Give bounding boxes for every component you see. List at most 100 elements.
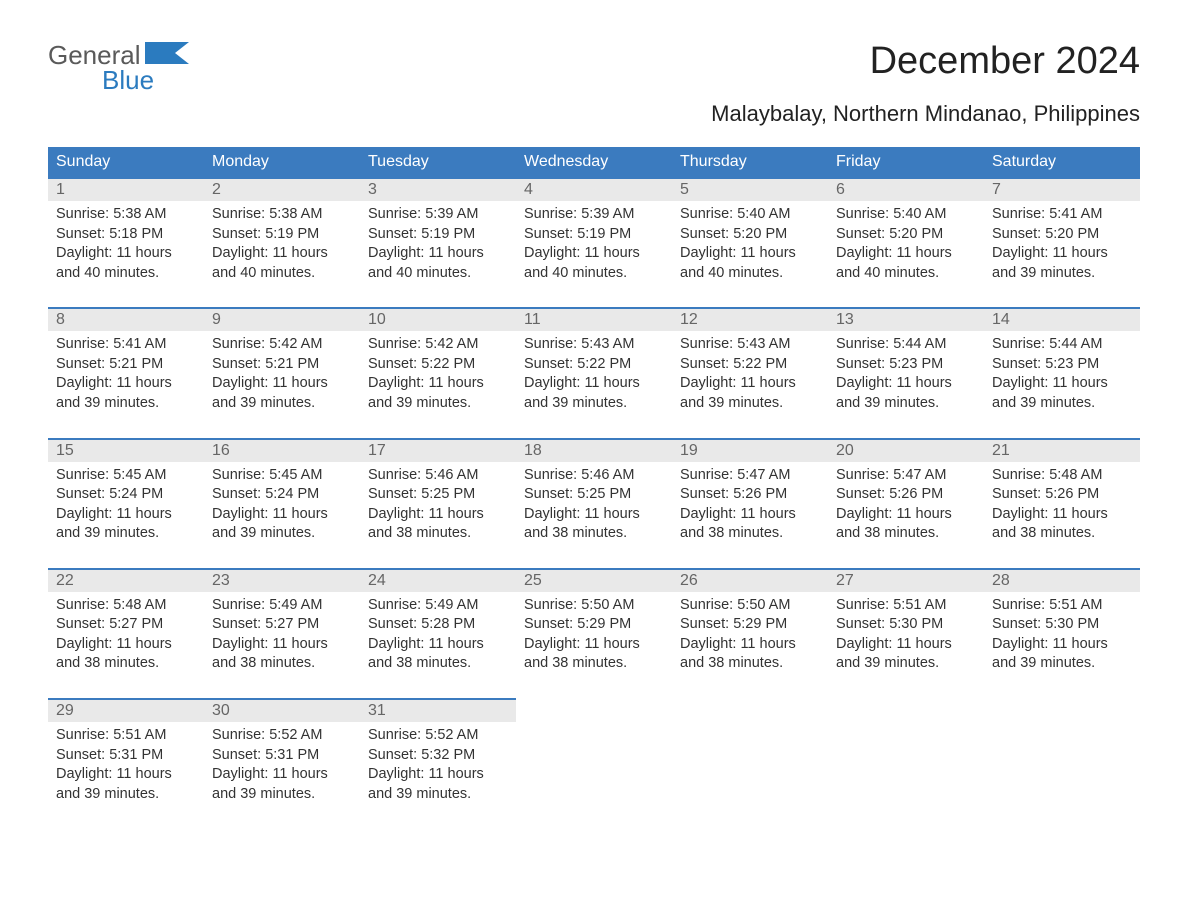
daylight-line1: Daylight: 11 hours <box>836 374 976 394</box>
daylight-line1: Daylight: 11 hours <box>992 244 1132 264</box>
calendar-day: 14Sunrise: 5:44 AMSunset: 5:23 PMDayligh… <box>984 307 1140 437</box>
day-number: 16 <box>212 442 230 459</box>
calendar-day: 3Sunrise: 5:39 AMSunset: 5:19 PMDaylight… <box>360 177 516 307</box>
day-number: 8 <box>56 311 65 328</box>
calendar-week: 1Sunrise: 5:38 AMSunset: 5:18 PMDaylight… <box>48 177 1140 307</box>
day-number: 25 <box>524 572 542 589</box>
daylight-line1: Daylight: 11 hours <box>680 244 820 264</box>
day-number: 14 <box>992 311 1010 328</box>
sunrise-text: Sunrise: 5:51 AM <box>56 726 196 746</box>
sunset-text: Sunset: 5:26 PM <box>680 485 820 505</box>
daylight-line1: Daylight: 11 hours <box>212 635 352 655</box>
daylight-line1: Daylight: 11 hours <box>992 374 1132 394</box>
daylight-line1: Daylight: 11 hours <box>368 244 508 264</box>
daylight-line2: and 39 minutes. <box>56 394 196 414</box>
daylight-line2: and 38 minutes. <box>56 654 196 674</box>
column-header: Monday <box>204 147 360 177</box>
sunset-text: Sunset: 5:27 PM <box>212 615 352 635</box>
sunrise-text: Sunrise: 5:48 AM <box>992 466 1132 486</box>
calendar-day: 28Sunrise: 5:51 AMSunset: 5:30 PMDayligh… <box>984 568 1140 698</box>
daylight-line2: and 39 minutes. <box>992 264 1132 284</box>
sunset-text: Sunset: 5:26 PM <box>992 485 1132 505</box>
day-number: 18 <box>524 442 542 459</box>
sunrise-text: Sunrise: 5:48 AM <box>56 596 196 616</box>
day-number: 22 <box>56 572 74 589</box>
calendar-day: 7Sunrise: 5:41 AMSunset: 5:20 PMDaylight… <box>984 177 1140 307</box>
month-title: December 2024 <box>711 40 1140 83</box>
daylight-line2: and 40 minutes. <box>368 264 508 284</box>
calendar-day: 17Sunrise: 5:46 AMSunset: 5:25 PMDayligh… <box>360 438 516 568</box>
daylight-line1: Daylight: 11 hours <box>836 244 976 264</box>
sunrise-text: Sunrise: 5:45 AM <box>56 466 196 486</box>
sunset-text: Sunset: 5:24 PM <box>56 485 196 505</box>
calendar-day: 9Sunrise: 5:42 AMSunset: 5:21 PMDaylight… <box>204 307 360 437</box>
daylight-line1: Daylight: 11 hours <box>368 374 508 394</box>
calendar-day: 24Sunrise: 5:49 AMSunset: 5:28 PMDayligh… <box>360 568 516 698</box>
sunset-text: Sunset: 5:28 PM <box>368 615 508 635</box>
sunset-text: Sunset: 5:30 PM <box>836 615 976 635</box>
daylight-line1: Daylight: 11 hours <box>212 505 352 525</box>
daylight-line1: Daylight: 11 hours <box>992 505 1132 525</box>
location: Malaybalay, Northern Mindanao, Philippin… <box>711 101 1140 127</box>
calendar-day: 20Sunrise: 5:47 AMSunset: 5:26 PMDayligh… <box>828 438 984 568</box>
sunset-text: Sunset: 5:19 PM <box>368 225 508 245</box>
day-number: 17 <box>368 442 386 459</box>
calendar-day: 13Sunrise: 5:44 AMSunset: 5:23 PMDayligh… <box>828 307 984 437</box>
daylight-line1: Daylight: 11 hours <box>212 244 352 264</box>
calendar-day: 6Sunrise: 5:40 AMSunset: 5:20 PMDaylight… <box>828 177 984 307</box>
daylight-line2: and 38 minutes. <box>524 524 664 544</box>
calendar-week: 29Sunrise: 5:51 AMSunset: 5:31 PMDayligh… <box>48 698 1140 828</box>
sunrise-text: Sunrise: 5:49 AM <box>212 596 352 616</box>
sunset-text: Sunset: 5:30 PM <box>992 615 1132 635</box>
day-number: 20 <box>836 442 854 459</box>
daylight-line1: Daylight: 11 hours <box>212 765 352 785</box>
page-header: General Blue December 2024 Malaybalay, N… <box>48 40 1140 139</box>
sunrise-text: Sunrise: 5:39 AM <box>524 205 664 225</box>
sunrise-text: Sunrise: 5:45 AM <box>212 466 352 486</box>
sunrise-text: Sunrise: 5:41 AM <box>992 205 1132 225</box>
calendar-day <box>516 698 672 828</box>
column-header: Saturday <box>984 147 1140 177</box>
calendar-day: 1Sunrise: 5:38 AMSunset: 5:18 PMDaylight… <box>48 177 204 307</box>
sunrise-text: Sunrise: 5:47 AM <box>836 466 976 486</box>
sunrise-text: Sunrise: 5:46 AM <box>524 466 664 486</box>
daylight-line2: and 40 minutes. <box>680 264 820 284</box>
daylight-line2: and 39 minutes. <box>368 785 508 805</box>
sunset-text: Sunset: 5:24 PM <box>212 485 352 505</box>
daylight-line2: and 39 minutes. <box>56 524 196 544</box>
sunrise-text: Sunrise: 5:43 AM <box>524 335 664 355</box>
sunrise-text: Sunrise: 5:39 AM <box>368 205 508 225</box>
daylight-line1: Daylight: 11 hours <box>836 505 976 525</box>
daylight-line2: and 38 minutes. <box>524 654 664 674</box>
daylight-line2: and 38 minutes. <box>680 654 820 674</box>
day-number: 12 <box>680 311 698 328</box>
daylight-line2: and 38 minutes. <box>992 524 1132 544</box>
sunset-text: Sunset: 5:31 PM <box>212 746 352 766</box>
column-header: Wednesday <box>516 147 672 177</box>
daylight-line2: and 39 minutes. <box>836 394 976 414</box>
daylight-line1: Daylight: 11 hours <box>680 635 820 655</box>
sunset-text: Sunset: 5:21 PM <box>212 355 352 375</box>
daylight-line2: and 39 minutes. <box>212 394 352 414</box>
daylight-line1: Daylight: 11 hours <box>368 765 508 785</box>
sunrise-text: Sunrise: 5:51 AM <box>836 596 976 616</box>
daylight-line2: and 39 minutes. <box>992 654 1132 674</box>
day-number: 11 <box>524 311 541 328</box>
sunrise-text: Sunrise: 5:42 AM <box>368 335 508 355</box>
calendar-day: 5Sunrise: 5:40 AMSunset: 5:20 PMDaylight… <box>672 177 828 307</box>
calendar-week: 8Sunrise: 5:41 AMSunset: 5:21 PMDaylight… <box>48 307 1140 437</box>
daylight-line2: and 38 minutes. <box>680 524 820 544</box>
sunrise-text: Sunrise: 5:50 AM <box>524 596 664 616</box>
sunset-text: Sunset: 5:20 PM <box>836 225 976 245</box>
daylight-line2: and 38 minutes. <box>368 524 508 544</box>
logo: General Blue <box>48 40 189 96</box>
day-number: 9 <box>212 311 221 328</box>
sunrise-text: Sunrise: 5:49 AM <box>368 596 508 616</box>
sunrise-text: Sunrise: 5:50 AM <box>680 596 820 616</box>
column-header: Friday <box>828 147 984 177</box>
daylight-line2: and 39 minutes. <box>992 394 1132 414</box>
calendar-day: 22Sunrise: 5:48 AMSunset: 5:27 PMDayligh… <box>48 568 204 698</box>
daylight-line1: Daylight: 11 hours <box>56 635 196 655</box>
daylight-line2: and 39 minutes. <box>680 394 820 414</box>
calendar-day: 25Sunrise: 5:50 AMSunset: 5:29 PMDayligh… <box>516 568 672 698</box>
